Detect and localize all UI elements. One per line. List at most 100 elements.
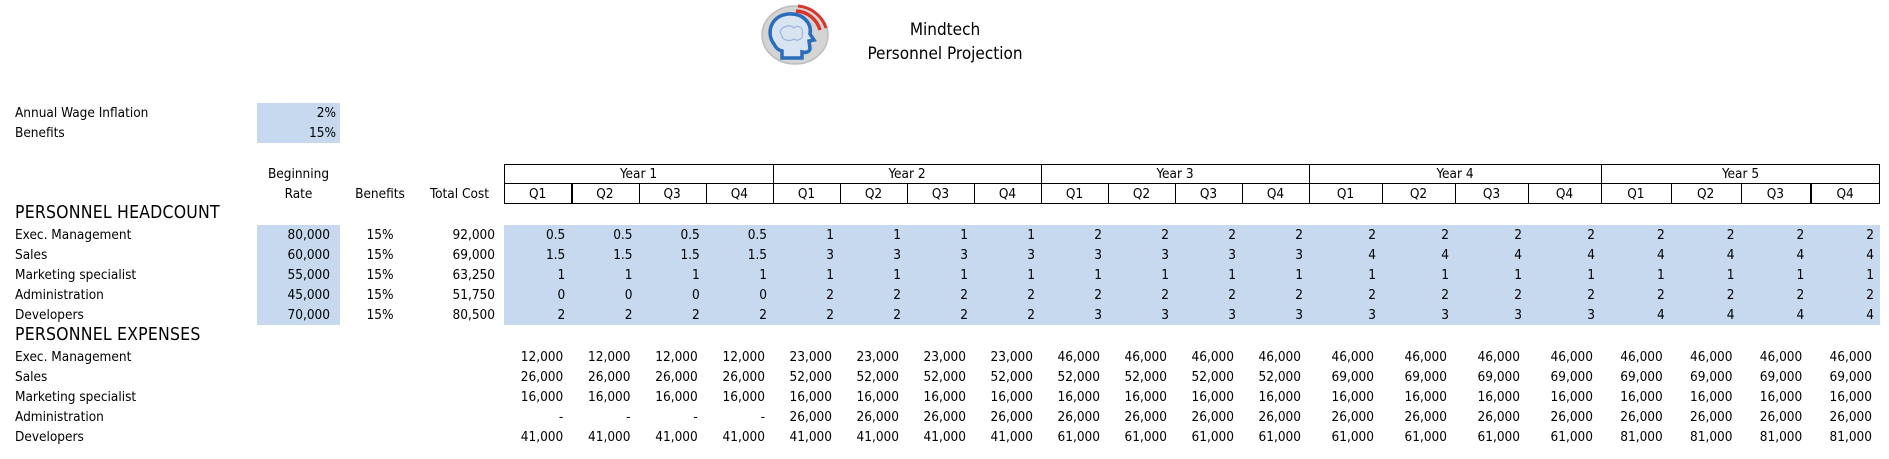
headcount-cell[interactable]: 1 [1368,267,1376,283]
headcount-cell[interactable]: 2 [1161,227,1169,243]
headcount-cell[interactable]: 1 [893,227,901,243]
headcount-cell[interactable]: 1 [1866,267,1874,283]
headcount-cell[interactable]: 2 [1726,227,1735,243]
headcount-cell[interactable]: 2 [1228,287,1236,303]
headcount-cell[interactable]: 2 [692,307,700,323]
headcount-cell[interactable]: 3 [1094,247,1102,263]
headcount-cell[interactable]: 4 [1796,307,1805,323]
headcount-cell[interactable]: 2 [1657,227,1665,243]
headcount-cell[interactable]: 2 [1866,287,1874,303]
headcount-cell[interactable]: 3 [1368,307,1376,323]
headcount-cell[interactable]: 3 [1228,307,1236,323]
headcount-cell[interactable]: 0 [692,287,700,303]
headcount-cell[interactable]: 4 [1368,247,1376,263]
headcount-cell[interactable]: 1 [1726,267,1735,283]
headcount-cell[interactable]: 1 [1514,267,1522,283]
headcount-cell[interactable]: 4 [1726,307,1735,323]
headcount-cell[interactable]: 1 [1094,267,1102,283]
headcount-cell[interactable]: 1 [557,267,566,283]
headcount-cell[interactable]: 3 [1094,307,1102,323]
headcount-cell[interactable]: 2 [960,307,968,323]
headcount-cell[interactable]: 2 [1094,227,1102,243]
headcount-cell[interactable]: 2 [1587,227,1595,243]
headcount-cell[interactable]: 2 [1796,287,1805,303]
headcount-cell[interactable]: 1 [893,267,901,283]
beginning-rate-input[interactable]: 70,000 [287,307,330,323]
headcount-cell[interactable]: 1 [960,267,968,283]
beginning-rate-input[interactable]: 80,000 [287,227,330,243]
headcount-cell[interactable]: 2 [960,287,968,303]
headcount-cell[interactable]: 3 [826,247,834,263]
headcount-cell[interactable]: 4 [1441,247,1449,263]
headcount-cell[interactable]: 3 [1161,307,1169,323]
headcount-cell[interactable]: 2 [759,307,767,323]
headcount-cell[interactable]: 2 [1027,287,1035,303]
headcount-cell[interactable]: 2 [624,307,633,323]
headcount-cell[interactable]: 0 [759,287,767,303]
headcount-cell[interactable]: 1.5 [747,247,767,263]
headcount-cell[interactable]: 2 [1295,227,1303,243]
headcount-cell[interactable]: 2 [1866,227,1874,243]
headcount-cell[interactable]: 0.5 [613,227,633,243]
headcount-cell[interactable]: 2 [1228,227,1236,243]
headcount-cell[interactable]: 0.5 [747,227,767,243]
headcount-cell[interactable]: 4 [1657,247,1665,263]
headcount-cell[interactable]: 1 [1295,267,1303,283]
headcount-cell[interactable]: 3 [1228,247,1236,263]
headcount-cell[interactable]: 0.5 [545,227,566,243]
headcount-cell[interactable]: 2 [1441,287,1449,303]
headcount-cell[interactable]: 4 [1514,247,1522,263]
headcount-cell[interactable]: 2 [1441,227,1449,243]
headcount-cell[interactable]: 2 [826,307,834,323]
headcount-cell[interactable]: 1 [624,267,633,283]
headcount-cell[interactable]: 4 [1587,247,1595,263]
headcount-cell[interactable]: 2 [1161,287,1169,303]
headcount-cell[interactable]: 0 [557,287,566,303]
headcount-cell[interactable]: 3 [1161,247,1169,263]
headcount-cell[interactable]: 1.5 [545,247,566,263]
headcount-cell[interactable]: 1 [826,267,834,283]
headcount-cell[interactable]: 1 [1587,267,1595,283]
headcount-cell[interactable]: 2 [1027,307,1035,323]
headcount-cell[interactable]: 1 [1027,267,1035,283]
headcount-cell[interactable]: 1.5 [680,247,700,263]
headcount-cell[interactable]: 3 [1514,307,1522,323]
headcount-cell[interactable]: 2 [893,287,901,303]
headcount-cell[interactable]: 3 [1587,307,1595,323]
headcount-cell[interactable]: 3 [1295,307,1303,323]
beginning-rate-input[interactable]: 45,000 [287,287,330,303]
headcount-cell[interactable]: 4 [1866,307,1874,323]
headcount-cell[interactable]: 4 [1866,247,1874,263]
beginning-rate-input[interactable]: 55,000 [287,267,330,283]
headcount-cell[interactable]: 2 [1514,287,1522,303]
headcount-cell[interactable]: 1 [1161,267,1169,283]
headcount-cell[interactable]: 4 [1796,247,1805,263]
headcount-cell[interactable]: 0.5 [680,227,700,243]
headcount-cell[interactable]: 0 [624,287,633,303]
headcount-cell[interactable]: 2 [557,307,566,323]
headcount-cell[interactable]: 2 [1094,287,1102,303]
headcount-cell[interactable]: 3 [1441,307,1449,323]
wage-inflation-input[interactable]: 2% [316,105,336,121]
headcount-cell[interactable]: 3 [893,247,901,263]
headcount-cell[interactable]: 1 [826,227,834,243]
headcount-cell[interactable]: 1 [1796,267,1805,283]
headcount-cell[interactable]: 1 [1228,267,1236,283]
headcount-cell[interactable]: 1 [1657,267,1665,283]
headcount-cell[interactable]: 3 [1295,247,1303,263]
headcount-cell[interactable]: 4 [1657,307,1665,323]
headcount-cell[interactable]: 1 [1441,267,1449,283]
headcount-cell[interactable]: 4 [1726,247,1735,263]
headcount-cell[interactable]: 2 [1368,227,1376,243]
headcount-cell[interactable]: 1.5 [613,247,633,263]
headcount-cell[interactable]: 1 [960,227,968,243]
headcount-cell[interactable]: 2 [1295,287,1303,303]
headcount-cell[interactable]: 2 [1368,287,1376,303]
headcount-cell[interactable]: 1 [692,267,700,283]
headcount-cell[interactable]: 2 [1726,287,1735,303]
headcount-cell[interactable]: 2 [1514,227,1522,243]
headcount-cell[interactable]: 2 [1587,287,1595,303]
benefits-input[interactable]: 15% [309,125,336,141]
headcount-cell[interactable]: 2 [826,287,834,303]
headcount-cell[interactable]: 2 [1796,227,1805,243]
